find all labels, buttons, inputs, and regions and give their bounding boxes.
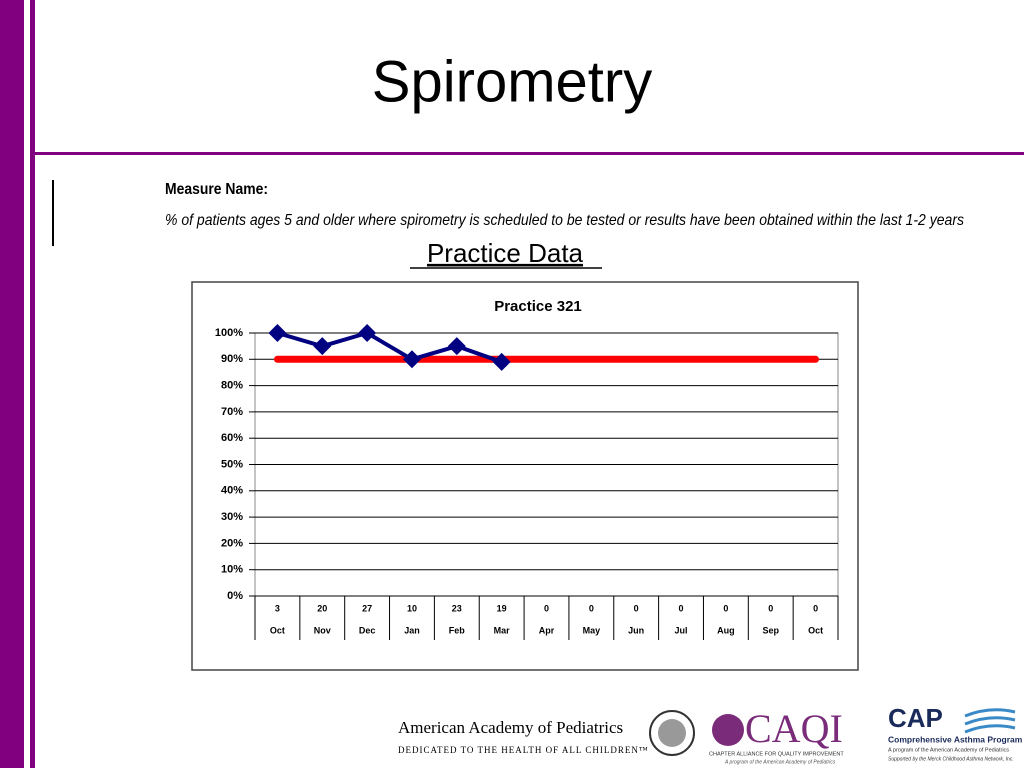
series-line <box>275 331 504 364</box>
count-label: 20 <box>317 603 327 613</box>
count-label: 0 <box>768 603 773 613</box>
side-stripe <box>30 0 35 768</box>
y-tick-label: 100% <box>215 327 243 339</box>
plot: 0% 10% 20% 30% 40% 50% 60% 70% 80% 90% 100% 3 Oct 20 N… <box>215 324 839 640</box>
count-label: 0 <box>813 603 818 613</box>
x-tick-label: Mar <box>494 625 511 635</box>
cap-support: Supported by the Merck Childhood Asthma … <box>888 756 1014 762</box>
point-marker <box>402 350 421 369</box>
y-tick-label: 30% <box>221 511 243 523</box>
x-tick-label: May <box>583 625 601 635</box>
cap-note: A program of the American Academy of Ped… <box>888 747 1009 753</box>
chart-title: Practice 321 <box>494 298 582 315</box>
cap-sub: Comprehensive Asthma Program <box>888 734 1023 744</box>
y-tick-label: 60% <box>221 432 243 444</box>
aap-tagline: DEDICATED TO THE HEALTH OF ALL CHILDREN™ <box>398 745 649 755</box>
x-tick-label: Nov <box>314 625 331 635</box>
count-label: 0 <box>544 603 549 613</box>
x-tick-label: Apr <box>539 625 555 635</box>
y-tick-label: 20% <box>221 537 243 549</box>
cap-logo: CAP <box>888 703 943 733</box>
measure-text: % of patients ages 5 and older where spi… <box>165 212 964 229</box>
x-tick-label: Jun <box>628 625 644 635</box>
measure-heading: Measure Name: <box>165 181 268 198</box>
x-tick-label: Jan <box>404 625 420 635</box>
cap-waves <box>964 708 1016 734</box>
y-tick-label: 10% <box>221 564 243 576</box>
caqi-note: A program of the American Academy of Ped… <box>724 759 836 765</box>
title-rule <box>35 152 1024 155</box>
section-title: Practice Data <box>427 238 584 268</box>
y-tick-label: 80% <box>221 380 243 392</box>
count-label: 0 <box>634 603 639 613</box>
aap-seal-inner <box>658 719 686 747</box>
y-tick-label: 50% <box>221 458 243 470</box>
point-marker <box>313 337 332 356</box>
aap-name: American Academy of Pediatrics <box>398 718 623 737</box>
x-tick-label: Oct <box>270 625 285 635</box>
count-label: 3 <box>275 603 280 613</box>
x-tick-label: Feb <box>449 625 466 635</box>
x-tick-label: Dec <box>359 625 376 635</box>
y-tick-label: 70% <box>221 406 243 418</box>
count-label: 0 <box>589 603 594 613</box>
cursor-line <box>52 180 54 246</box>
x-tick-label: Jul <box>675 625 688 635</box>
count-label: 10 <box>407 603 417 613</box>
caqi-icon <box>712 714 744 746</box>
count-label: 19 <box>497 603 507 613</box>
count-label: 0 <box>679 603 684 613</box>
y-tick-label: 40% <box>221 485 243 497</box>
point-marker <box>358 324 377 342</box>
footer: American Academy of Pediatrics DEDICATED… <box>398 703 1023 765</box>
count-label: 27 <box>362 603 372 613</box>
point-marker <box>492 352 511 371</box>
point-marker <box>447 337 466 356</box>
x-tick-label: Oct <box>808 625 823 635</box>
slide-title: Spirometry <box>372 49 652 114</box>
side-bar <box>0 0 24 768</box>
count-label: 23 <box>452 603 462 613</box>
caqi-logo: CAQI <box>745 706 843 751</box>
point-marker <box>268 324 287 342</box>
y-tick-label: 0% <box>227 590 243 602</box>
caqi-sub: CHAPTER ALLIANCE FOR QUALITY IMPROVEMENT <box>709 751 844 757</box>
x-tick-label: Sep <box>762 625 779 635</box>
x-tick-label: Aug <box>717 625 735 635</box>
count-label: 0 <box>723 603 728 613</box>
y-tick-label: 90% <box>221 353 243 365</box>
